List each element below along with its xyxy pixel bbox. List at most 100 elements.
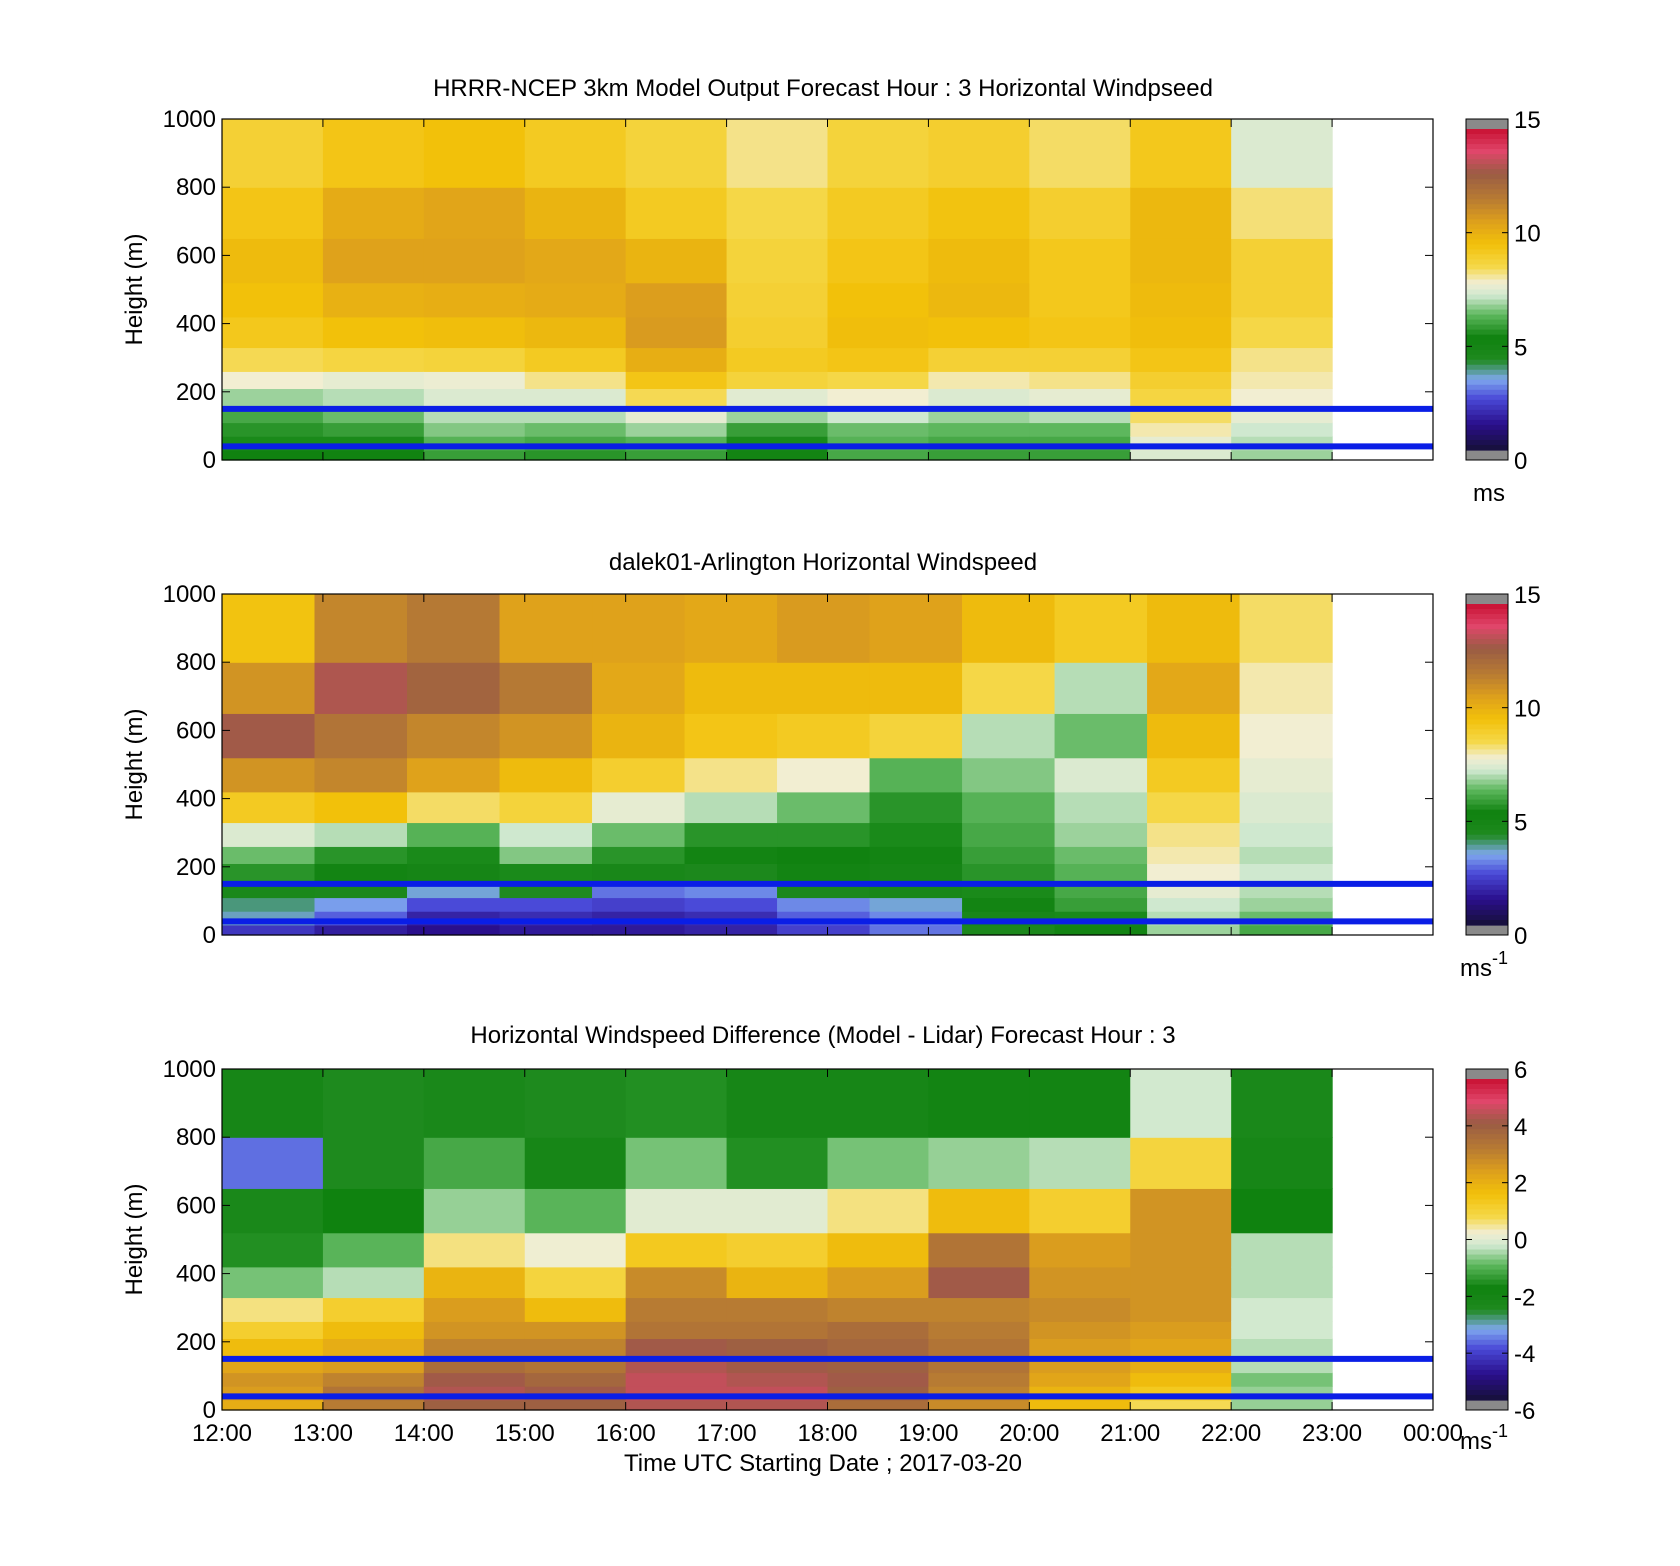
- heatmap-cell: [726, 1188, 829, 1234]
- heatmap-cell: [1231, 1321, 1333, 1339]
- heatmap-cell: [222, 1137, 324, 1189]
- heatmap-cell: [1130, 1399, 1232, 1411]
- heatmap-cell: [407, 713, 501, 759]
- colorbar-segment: [1466, 384, 1508, 391]
- heatmap-cell: [1147, 594, 1241, 663]
- y-axis-label: Height (m): [121, 708, 148, 820]
- heatmap-cell: [1029, 1372, 1131, 1387]
- heatmap-cell: [1239, 924, 1333, 936]
- heatmap-cell: [524, 1321, 627, 1339]
- heatmap-cell: [524, 422, 627, 437]
- colorbar-segment: [1466, 279, 1508, 286]
- colorbar-segment: [1466, 1334, 1508, 1341]
- heatmap-cell: [1029, 347, 1131, 372]
- colorbar-cap-top: [1466, 1069, 1508, 1079]
- heatmap-cell: [1130, 1137, 1232, 1189]
- colorbar-segment: [1466, 1104, 1508, 1110]
- heatmap-cell: [322, 119, 425, 188]
- colorbar-segment: [1466, 1264, 1508, 1271]
- colorbar-segment: [1466, 1144, 1508, 1150]
- heatmap-cell: [222, 347, 324, 372]
- colorbar-segment: [1466, 669, 1508, 675]
- heatmap-cell: [684, 757, 778, 793]
- heatmap-cell: [524, 371, 627, 389]
- heatmap-cell: [962, 846, 1056, 864]
- heatmap-cell: [407, 822, 501, 847]
- heatmap-cell: [869, 713, 963, 759]
- heatmap-cell: [777, 897, 871, 912]
- colorbar-segment: [1466, 444, 1508, 451]
- heatmap-cell: [407, 897, 501, 912]
- colorbar-segment: [1466, 379, 1508, 386]
- x-tick-label: 22:00: [1201, 1420, 1261, 1447]
- colorbar-segment: [1466, 1199, 1508, 1205]
- colorbar-segment: [1466, 269, 1508, 276]
- colorbar-segment: [1466, 249, 1508, 255]
- heatmap-cell: [1130, 238, 1232, 284]
- heatmap-cell: [869, 846, 963, 864]
- heatmap-cell: [928, 1372, 1030, 1387]
- colorbar-tick-label: 15: [1514, 107, 1541, 134]
- heatmap-cell: [322, 1321, 425, 1339]
- colorbar-segment: [1466, 1379, 1508, 1386]
- y-tick-label: 600: [176, 242, 216, 269]
- heatmap-cell: [962, 713, 1056, 759]
- heatmap-cell: [314, 713, 408, 759]
- heatmap-cell: [322, 238, 425, 284]
- heatmap-cell: [726, 449, 829, 461]
- heatmap-cell: [625, 1137, 728, 1189]
- colorbar-segment: [1466, 149, 1508, 155]
- colorbar-segment: [1466, 869, 1508, 876]
- heatmap-cell: [625, 388, 728, 407]
- heatmap-cell: [1054, 757, 1148, 793]
- colorbar-segment: [1466, 884, 1508, 891]
- colorbar-segment: [1466, 764, 1508, 771]
- colorbar-segment: [1466, 1394, 1508, 1401]
- colorbar-cap-bottom: [1466, 450, 1508, 460]
- heatmap-cell: [1231, 422, 1333, 437]
- heatmap-cell: [1029, 119, 1131, 188]
- heatmap-cell: [625, 1297, 728, 1322]
- colorbar-segment: [1466, 349, 1508, 356]
- heatmap-cell: [592, 662, 686, 714]
- heatmap-cell: [1130, 347, 1232, 372]
- colorbar-segment: [1466, 1084, 1508, 1090]
- panel-title: Horizontal Windspeed Difference (Model -…: [470, 1022, 1175, 1049]
- colorbar-cap-top: [1466, 119, 1508, 129]
- heatmap-cell: [524, 316, 627, 349]
- heatmap-cell: [322, 371, 425, 389]
- heatmap-cell: [1130, 282, 1232, 318]
- heatmap-cell: [1029, 1321, 1131, 1339]
- heatmap-cell: [726, 371, 829, 389]
- colorbar-segment: [1466, 859, 1508, 866]
- heatmap-cell: [928, 1321, 1030, 1339]
- colorbar-segment: [1466, 179, 1508, 185]
- heatmap-cell: [726, 316, 829, 349]
- heatmap-cell: [222, 713, 316, 759]
- colorbar-segment: [1466, 414, 1508, 421]
- heatmap-cell: [322, 316, 425, 349]
- heatmap-cell: [928, 1232, 1030, 1268]
- heatmap-cell: [222, 897, 316, 912]
- heatmap-cell: [1231, 347, 1333, 372]
- heatmap-cell: [314, 897, 408, 912]
- heatmap-cell: [726, 347, 829, 372]
- colorbar-segment: [1466, 754, 1508, 761]
- heatmap-cell: [625, 1372, 728, 1387]
- heatmap-cell: [314, 822, 408, 847]
- heatmap-cell: [314, 863, 408, 882]
- heatmap-cell: [928, 1069, 1030, 1138]
- heatmap-cell: [499, 594, 593, 663]
- colorbar-segment: [1466, 394, 1508, 401]
- heatmap-cell: [1029, 1069, 1131, 1138]
- heatmap-cell: [962, 897, 1056, 912]
- heatmap-cell: [1029, 282, 1131, 318]
- heatmap-cell: [1239, 897, 1333, 912]
- heatmap-cell: [1231, 1338, 1333, 1357]
- heatmap-cell: [499, 897, 593, 912]
- colorbar-segment: [1466, 1154, 1508, 1160]
- colorbar-segment: [1466, 619, 1508, 625]
- colorbar-segment: [1466, 844, 1508, 851]
- heatmap-cell: [827, 449, 930, 461]
- heatmap-cell: [423, 1338, 526, 1357]
